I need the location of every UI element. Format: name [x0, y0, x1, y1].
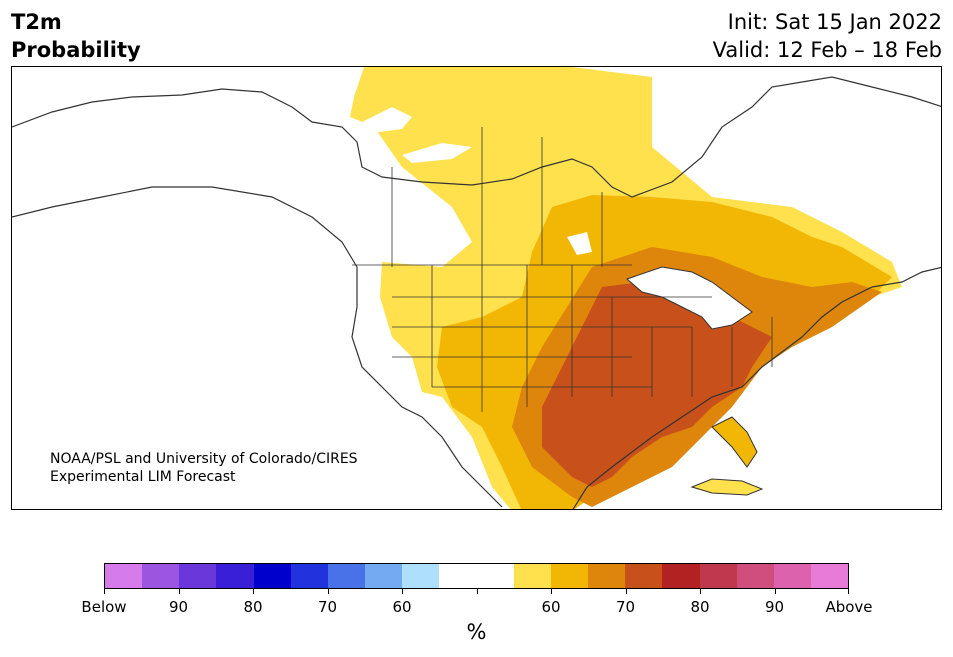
colorbar-segment [105, 564, 143, 588]
title-variable: T2m [11, 10, 62, 34]
colorbar-segment [773, 564, 811, 588]
date-block: Init: Sat 15 Jan 2022 Valid: 12 Feb – 18… [713, 8, 942, 64]
colorbar-tick-label: 60 [541, 598, 561, 616]
forecast-map: NOAA/PSL and University of Colorado/CIRE… [11, 66, 942, 510]
florida-outline [711, 416, 758, 468]
colorbar-ticks [104, 589, 849, 597]
map-credit: NOAA/PSL and University of Colorado/CIRE… [50, 450, 358, 486]
colorbar-tick [848, 589, 849, 594]
colorbar-segment [810, 564, 849, 588]
colorbar-segment [365, 564, 403, 588]
colorbar-segment [327, 564, 366, 588]
colorbar-tick-label: 70 [615, 598, 636, 616]
colorbar-segment [513, 564, 551, 588]
colorbar-tick [551, 589, 552, 594]
colorbar-tick [178, 589, 180, 594]
colorbar [104, 563, 849, 589]
colorbar-segment [588, 564, 626, 588]
credit-line-2: Experimental LIM Forecast [50, 469, 236, 485]
colorbar-tick-label: 70 [317, 598, 338, 616]
colorbar-segment [662, 564, 700, 588]
colorbar-tick [625, 589, 627, 594]
colorbar-tick [104, 589, 105, 594]
colorbar-segment [625, 564, 663, 588]
colorbar-segment [142, 564, 180, 588]
colorbar-segment [550, 564, 589, 588]
colorbar-tick [402, 589, 403, 594]
colorbar-tick [476, 589, 478, 594]
colorbar-segment [179, 564, 217, 588]
title-block: T2m Probability [11, 8, 141, 64]
colorbar-tick-label: Above [825, 598, 873, 616]
init-date: Init: Sat 15 Jan 2022 [727, 10, 942, 34]
colorbar-unit: % [466, 620, 487, 644]
colorbar-tick [253, 589, 254, 594]
colorbar-tick-label: 90 [168, 598, 189, 616]
colorbar-segment [476, 564, 514, 588]
prob-80-90-region [542, 282, 772, 487]
colorbar-tick-label: 80 [243, 598, 263, 616]
colorbar-tick [700, 589, 701, 594]
colorbar-segment [439, 564, 477, 588]
colorbar-segment [253, 564, 291, 588]
colorbar-segment [699, 564, 737, 588]
colorbar-tick [774, 589, 776, 594]
credit-line-1: NOAA/PSL and University of Colorado/CIRE… [50, 451, 358, 467]
valid-period: Valid: 12 Feb – 18 Feb [712, 38, 942, 62]
colorbar-tick-label: 60 [392, 598, 412, 616]
colorbar-segment [736, 564, 774, 588]
map-canvas [12, 67, 941, 509]
colorbar-segment [290, 564, 328, 588]
colorbar-tick-label: 80 [690, 598, 710, 616]
state-borders [352, 127, 773, 412]
colorbar-labels: Below 90 80 70 60 60 70 80 90 Above [0, 598, 953, 618]
colorbar-segment [402, 564, 440, 588]
cuba-outline [690, 478, 764, 496]
colorbar-tick-label: Below [81, 598, 127, 616]
title-type: Probability [11, 38, 141, 62]
colorbar-segment [216, 564, 254, 588]
colorbar-tick-label: 90 [764, 598, 785, 616]
colorbar-tick [327, 589, 329, 594]
hudson-bay-ice [352, 107, 592, 255]
